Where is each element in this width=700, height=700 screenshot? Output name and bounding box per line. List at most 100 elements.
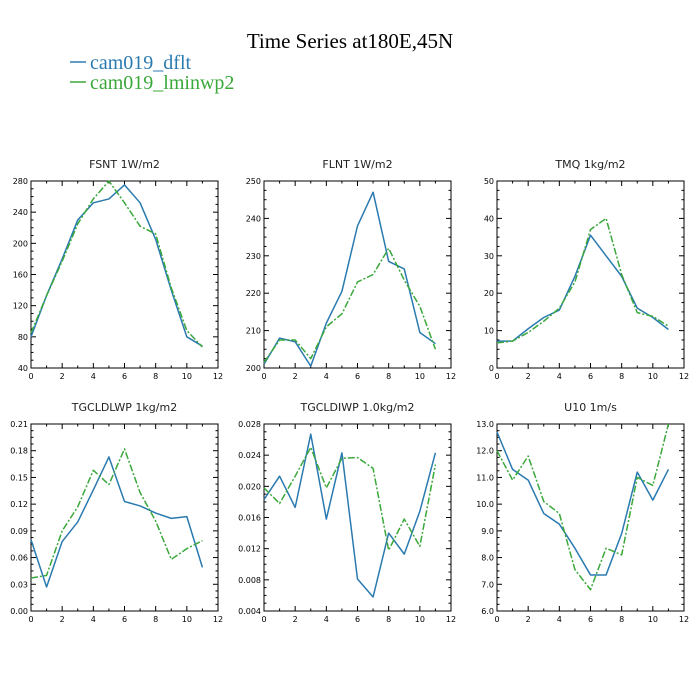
y-tick-label: 0.09	[10, 527, 28, 536]
panel-flnt: FLNT 1W/m2 0 2 4 6 8 10 12 200 210 220 230 240 250	[246, 158, 456, 381]
x-tick-label: 8	[386, 615, 391, 624]
panel-tgcldiwp: TGCLDIWP 1.0kg/m2 0 2 4 6 8 10 12 0.004 0.008 0.01…	[238, 401, 456, 624]
y-tick-label: 7.0	[481, 580, 494, 589]
x-tick-label: 10	[648, 615, 658, 624]
y-tick-label: 0.024	[238, 451, 261, 460]
x-tick-label: 4	[557, 372, 562, 381]
x-tick-label: 6	[355, 372, 360, 381]
y-tick-label: 0.18	[10, 447, 28, 456]
y-tick-label: 0.00	[10, 607, 28, 616]
series-line-lminwp2	[30, 448, 203, 579]
series-line-dflt	[263, 191, 436, 367]
y-tick-label: 0.06	[10, 554, 28, 563]
x-tick-label: 0	[261, 372, 266, 381]
x-tick-label: 4	[557, 615, 562, 624]
plot-frame	[496, 180, 685, 369]
x-tick-label: 6	[122, 615, 127, 624]
x-tick-label: 4	[324, 615, 329, 624]
x-tick-label: 8	[619, 615, 624, 624]
y-tick-label: 10	[484, 327, 494, 336]
y-tick-label: 13.0	[476, 420, 494, 429]
x-tick-label: 10	[182, 615, 192, 624]
y-tick-label: 0.028	[238, 420, 261, 429]
y-tick-label: 0.21	[10, 420, 28, 429]
series-line-lminwp2	[496, 217, 669, 344]
plot-frame	[30, 180, 219, 369]
x-tick-label: 10	[415, 615, 425, 624]
x-tick-label: 2	[293, 615, 298, 624]
x-tick-label: 8	[619, 372, 624, 381]
panel-fsnt: FSNT 1W/m2 0 2 4 6 8 10 12 40 80 120 160 200 240 280	[13, 158, 223, 381]
y-tick-label: 0.020	[238, 482, 261, 491]
x-tick-label: 8	[386, 372, 391, 381]
x-tick-label: 2	[526, 615, 531, 624]
panel-title: FLNT 1W/m2	[322, 158, 392, 171]
x-tick-label: 12	[446, 372, 456, 381]
x-tick-label: 2	[60, 615, 65, 624]
x-tick-label: 4	[91, 615, 96, 624]
plot-frame	[30, 423, 219, 612]
panel-title: TGCLDLWP 1kg/m2	[71, 401, 177, 414]
y-tick-label: 240	[246, 214, 261, 223]
series-line-dflt	[30, 184, 203, 347]
y-tick-label: 8.0	[481, 554, 494, 563]
y-tick-label: 9.0	[481, 527, 494, 536]
x-tick-label: 10	[415, 372, 425, 381]
y-tick-label: 210	[246, 327, 261, 336]
series-line-dflt	[496, 431, 670, 576]
y-tick-label: 220	[246, 289, 261, 298]
x-tick-label: 12	[679, 615, 689, 624]
panel-title: FSNT 1W/m2	[89, 158, 160, 171]
y-tick-label: 250	[246, 177, 261, 186]
x-tick-label: 2	[293, 372, 298, 381]
x-tick-label: 6	[122, 372, 127, 381]
figure-title: Time Series at180E,45N	[247, 29, 453, 53]
y-tick-label: 0.03	[10, 580, 28, 589]
panel-u10: U10 1m/s 0 2 4 6 8 10 12 6.0 7.0 8.0 9.0 10.0 11.0 12.…	[476, 401, 689, 624]
y-tick-label: 0.12	[10, 500, 28, 509]
x-tick-label: 0	[261, 615, 266, 624]
series-line-lminwp2	[30, 180, 203, 348]
series-line-dflt	[30, 456, 204, 588]
x-tick-label: 8	[153, 372, 158, 381]
x-tick-label: 4	[324, 372, 329, 381]
y-tick-label: 280	[13, 177, 28, 186]
y-tick-label: 80	[18, 333, 28, 342]
x-tick-label: 4	[91, 372, 96, 381]
panels: FSNT 1W/m20 2 4 6 8 10 124080120160200240280FL…	[10, 158, 689, 624]
panel-tgcldlwp: TGCLDLWP 1kg/m2 0 2 4 6 8 10 12 0.00 0.03 0.06 0.09…	[10, 401, 223, 624]
y-tick-label: 10.0	[476, 500, 494, 509]
legend-label-dflt: cam019_dflt	[90, 52, 192, 74]
y-tick-label: 0.016	[238, 514, 261, 523]
x-tick-label: 0	[494, 615, 499, 624]
y-tick-label: 30	[484, 252, 494, 261]
x-tick-label: 0	[494, 372, 499, 381]
x-tick-label: 2	[60, 372, 65, 381]
x-tick-label: 6	[588, 615, 593, 624]
x-tick-label: 8	[153, 615, 158, 624]
x-tick-label: 6	[355, 615, 360, 624]
legend-label-lminwp2: cam019_lminwp2	[90, 72, 234, 94]
x-tick-label: 12	[446, 615, 456, 624]
y-tick-label: 50	[484, 177, 494, 186]
y-tick-label: 160	[13, 271, 28, 280]
y-tick-label: 240	[13, 208, 28, 217]
y-tick-label: 40	[18, 364, 28, 373]
y-tick-label: 200	[246, 364, 261, 373]
y-tick-label: 0.012	[238, 545, 261, 554]
y-tick-label: 11.0	[476, 473, 494, 482]
x-tick-label: 12	[679, 372, 689, 381]
y-tick-label: 120	[13, 302, 28, 311]
x-tick-label: 6	[588, 372, 593, 381]
y-tick-label: 0.15	[10, 473, 28, 482]
x-tick-label: 2	[526, 372, 531, 381]
series-line-lminwp2	[263, 446, 437, 551]
series-line-dflt	[263, 433, 437, 598]
y-tick-label: 200	[13, 239, 28, 248]
panel-title: U10 1m/s	[564, 401, 617, 414]
x-tick-label: 10	[182, 372, 192, 381]
y-tick-label: 40	[484, 214, 494, 223]
plot-frame	[496, 423, 685, 612]
x-tick-label: 0	[28, 615, 33, 624]
